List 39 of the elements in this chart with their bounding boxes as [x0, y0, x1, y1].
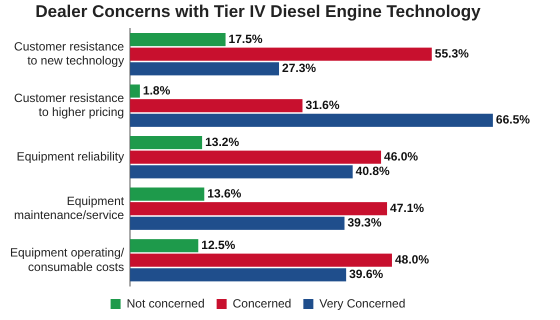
- data-label: 13.2%: [205, 134, 240, 149]
- data-label: 55.3%: [434, 46, 470, 60]
- bar: [130, 114, 493, 127]
- bar: [130, 62, 280, 76]
- bar: [130, 150, 382, 164]
- bar: [130, 254, 392, 267]
- bar: [130, 268, 346, 282]
- chart-title: Dealer Concerns with Tier IV Diesel Engine Technology: [35, 2, 482, 21]
- legend-label: Very Concerned: [319, 296, 406, 310]
- data-label: 48.0%: [394, 252, 430, 267]
- data-label: 66.5%: [496, 112, 530, 127]
- bar: [130, 84, 140, 98]
- bar: [130, 188, 204, 201]
- data-label: 13.6%: [207, 186, 242, 200]
- y-tick-label: Customer resistance to new technology: [14, 39, 124, 68]
- bar: [130, 239, 198, 252]
- data-label: 27.3%: [282, 61, 316, 76]
- bar: [130, 99, 302, 112]
- data-label: 46.0%: [384, 150, 418, 164]
- bar: [130, 32, 226, 46]
- bar: [130, 165, 353, 178]
- bar: [130, 48, 432, 61]
- data-label: 1.8%: [142, 83, 171, 98]
- data-label: 17.5%: [228, 32, 263, 46]
- y-tick-label: Customer resistance to higher pricing: [14, 90, 124, 120]
- data-label: 31.6%: [305, 98, 340, 112]
- data-label: 12.5%: [201, 238, 236, 252]
- bar: [130, 202, 388, 216]
- bar: [130, 136, 202, 150]
- data-label: 47.1%: [390, 201, 424, 216]
- data-label: 39.6%: [349, 267, 384, 282]
- data-label: 40.8%: [356, 164, 390, 178]
- legend-label: Concerned: [232, 296, 292, 310]
- data-label: 39.3%: [348, 216, 382, 230]
- bar: [130, 216, 344, 230]
- y-tick-label: Equipment reliability: [16, 150, 124, 164]
- legend-label: Not concerned: [126, 296, 205, 310]
- y-tick-label: Equipment operating/ consumable costs: [10, 245, 125, 274]
- y-tick-label: Equipment maintenance/service: [14, 194, 125, 222]
